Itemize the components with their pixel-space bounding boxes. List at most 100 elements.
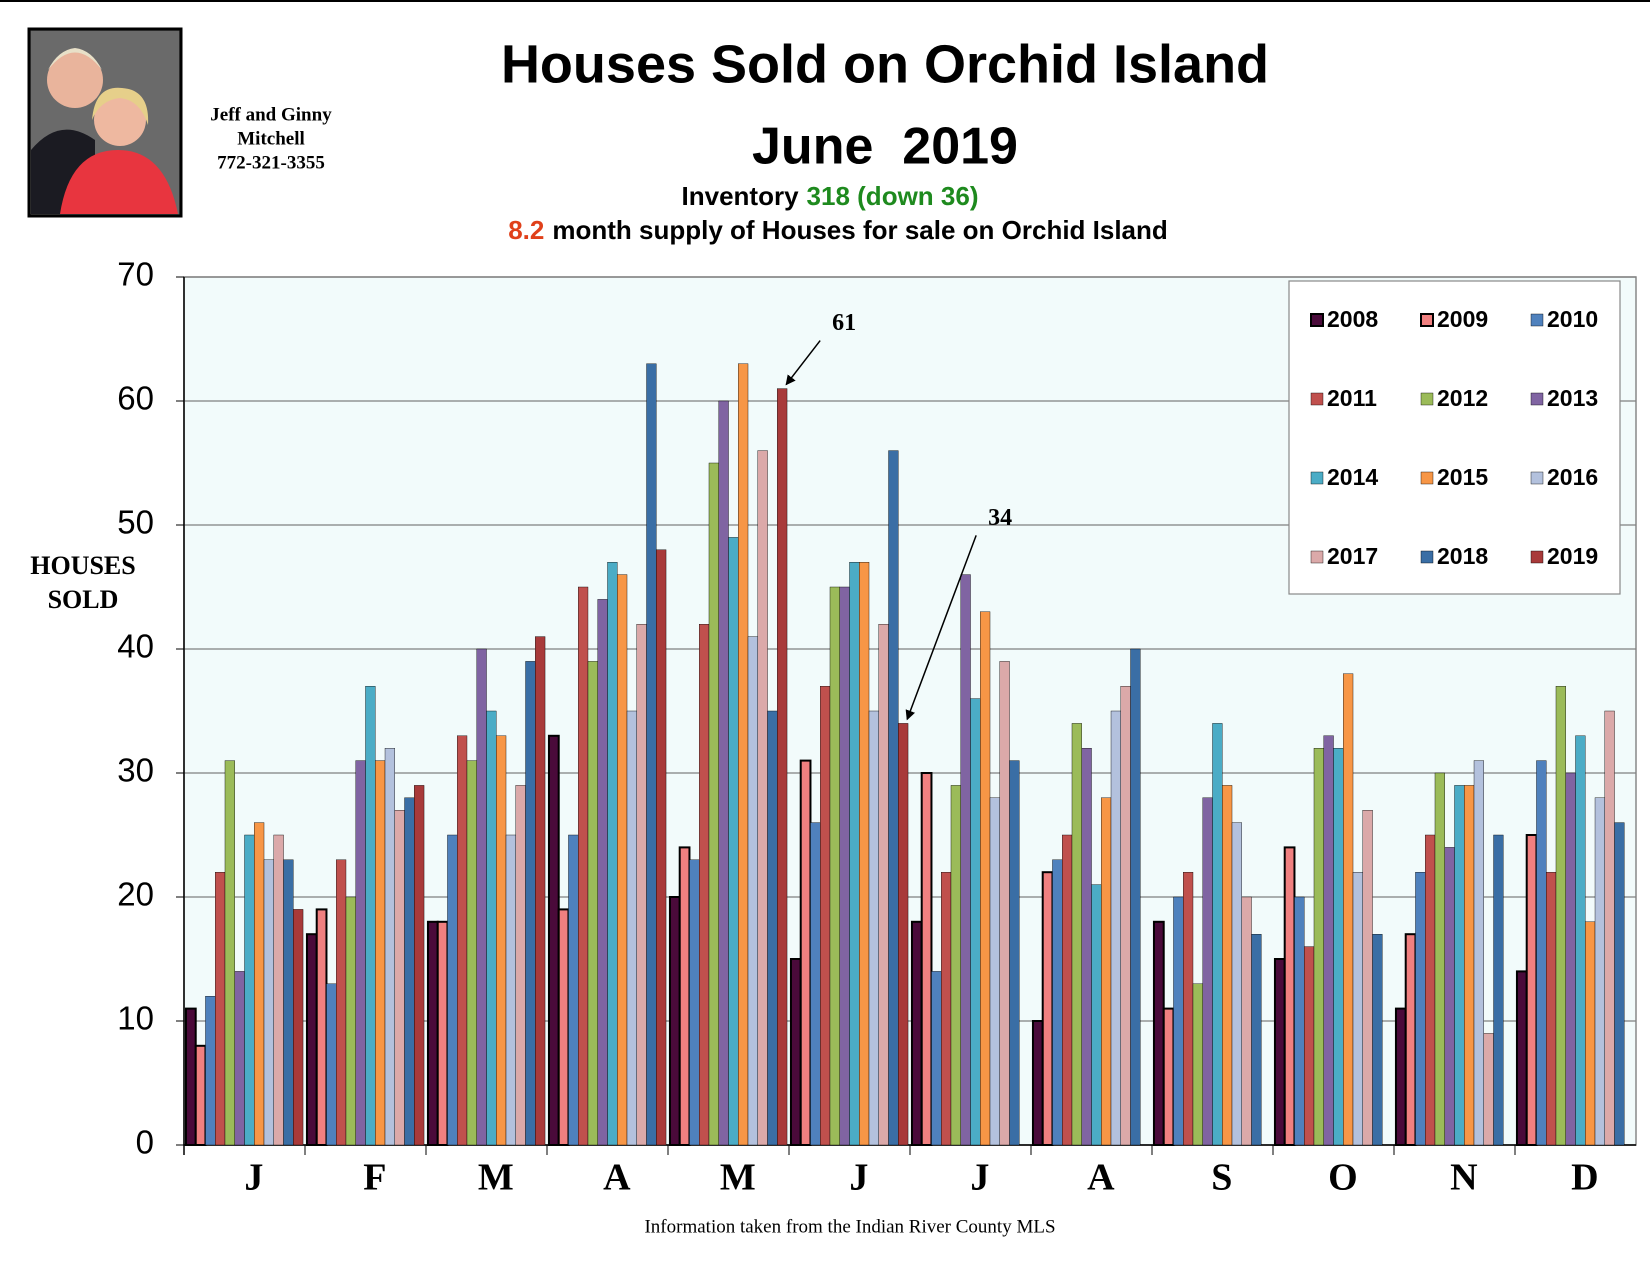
- bar: [365, 686, 376, 1146]
- bar: [849, 562, 860, 1146]
- legend-swatch: [1530, 392, 1544, 406]
- bar: [1454, 785, 1465, 1146]
- bar: [718, 400, 729, 1146]
- legend-label: 2013: [1547, 385, 1598, 411]
- y-tick-label: 20: [117, 876, 154, 913]
- bar: [578, 586, 589, 1146]
- bar: [457, 735, 468, 1146]
- legend-label: 2015: [1437, 464, 1488, 490]
- legend-label: 2016: [1547, 464, 1598, 490]
- bar: [436, 920, 449, 1146]
- x-tick-label: M: [720, 1157, 756, 1199]
- bar: [989, 797, 1000, 1146]
- legend-swatch: [1530, 471, 1544, 485]
- bar: [1071, 723, 1082, 1146]
- bar: [234, 971, 245, 1146]
- bar: [1192, 983, 1203, 1146]
- inventory-line: Inventory 318 (down 36): [682, 181, 979, 211]
- bar: [1362, 810, 1373, 1146]
- bar: [1594, 797, 1605, 1146]
- bar: [466, 760, 477, 1146]
- bar: [476, 648, 487, 1146]
- bar: [1052, 859, 1063, 1146]
- y-tick-label: 0: [136, 1124, 154, 1161]
- bar: [617, 574, 628, 1146]
- inventory-value: 318 (down 36): [807, 181, 979, 211]
- annotation: 61: [832, 310, 856, 336]
- bar: [244, 834, 255, 1146]
- bar: [931, 971, 942, 1146]
- bar: [678, 846, 691, 1147]
- bar: [1425, 834, 1436, 1146]
- bar: [859, 562, 870, 1146]
- supply-line: 8.2 month supply of Houses for sale on Or…: [508, 215, 1168, 245]
- bar: [404, 797, 415, 1146]
- bar: [414, 785, 425, 1146]
- bar: [1081, 748, 1092, 1146]
- bar: [1585, 921, 1596, 1146]
- bar: [587, 661, 598, 1146]
- bar: [1009, 760, 1020, 1146]
- bar: [1323, 735, 1334, 1146]
- bar: [326, 983, 337, 1146]
- chart-title: Houses Sold on Orchid Island: [501, 34, 1269, 94]
- bar: [355, 760, 366, 1146]
- bar: [1241, 896, 1252, 1146]
- x-tick-label: N: [1450, 1157, 1477, 1199]
- bar: [1212, 723, 1223, 1146]
- bar: [668, 896, 681, 1146]
- annotation-arrow: [785, 340, 821, 386]
- bar: [224, 760, 235, 1146]
- chart-subtitle: June 2019: [752, 118, 1018, 176]
- bar: [728, 537, 739, 1146]
- y-axis-label: HOUSES: [30, 551, 136, 580]
- bar: [547, 734, 560, 1146]
- y-tick-label: 70: [117, 256, 154, 293]
- bar: [1415, 872, 1426, 1146]
- bar: [777, 388, 788, 1146]
- photo: [27, 27, 183, 218]
- bar: [568, 834, 579, 1146]
- y-tick-label: 30: [117, 752, 154, 789]
- bar: [747, 636, 758, 1146]
- bar: [1222, 785, 1233, 1146]
- bar: [941, 872, 952, 1146]
- bar: [505, 834, 516, 1146]
- bar: [1304, 946, 1315, 1146]
- bar: [293, 909, 304, 1146]
- bar: [1515, 970, 1528, 1147]
- bar: [426, 920, 439, 1146]
- x-tick-label: S: [1211, 1157, 1232, 1199]
- bar: [1333, 748, 1344, 1146]
- legend-label: 2011: [1327, 385, 1377, 411]
- bar: [689, 859, 700, 1146]
- bar: [557, 908, 570, 1147]
- bar: [1062, 834, 1073, 1146]
- bar: [1473, 760, 1484, 1146]
- contact-line: 772-321-3355: [217, 152, 325, 173]
- bar: [215, 872, 226, 1146]
- bar: [1110, 710, 1121, 1146]
- legend-label: 2008: [1327, 306, 1378, 332]
- bar: [1434, 772, 1445, 1146]
- bar: [535, 636, 546, 1146]
- y-axis-label: SOLD: [48, 585, 119, 614]
- bar: [1101, 797, 1112, 1146]
- bar: [878, 624, 889, 1146]
- x-tick-label: A: [603, 1157, 631, 1199]
- bar: [1352, 872, 1363, 1146]
- bar: [646, 363, 657, 1146]
- bar: [394, 810, 405, 1146]
- legend-label: 2010: [1547, 306, 1598, 332]
- bar: [950, 785, 961, 1146]
- contact-line: Jeff and Ginny: [210, 104, 332, 125]
- bar: [1231, 822, 1242, 1146]
- bar: [283, 859, 294, 1146]
- annotation-arrow: [905, 535, 977, 721]
- bar: [1483, 1033, 1494, 1146]
- legend-label: 2009: [1437, 306, 1488, 332]
- x-tick-label: J: [244, 1157, 263, 1199]
- bar: [1536, 760, 1547, 1146]
